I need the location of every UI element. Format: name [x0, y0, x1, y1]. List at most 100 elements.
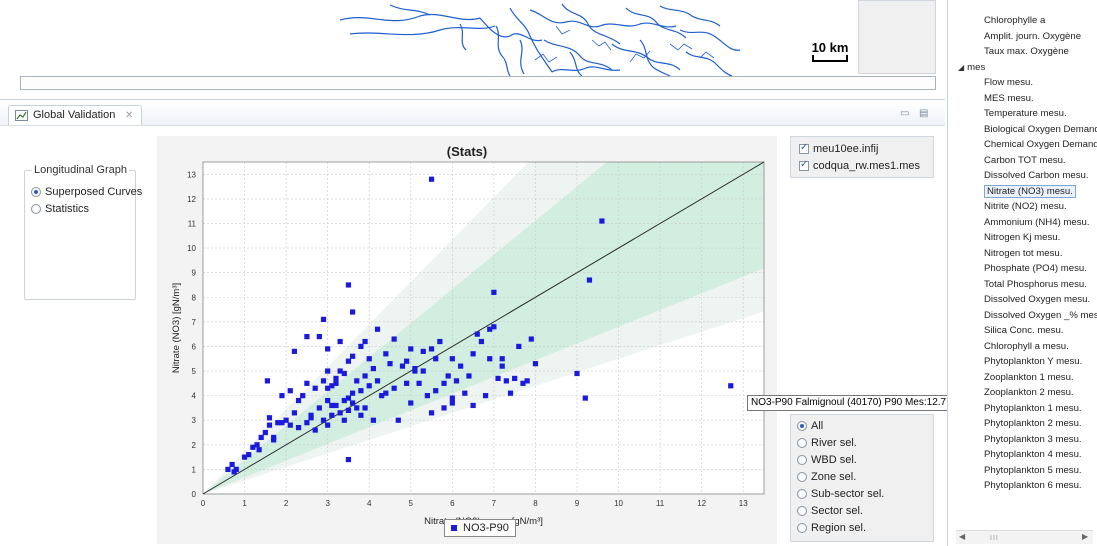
- radio-button[interactable]: [31, 187, 41, 197]
- data-point[interactable]: [428, 346, 435, 352]
- file-item-meu10ee[interactable]: meu10ee.infij: [799, 142, 878, 156]
- data-point[interactable]: [453, 378, 460, 384]
- data-point[interactable]: [433, 388, 439, 394]
- data-point[interactable]: [287, 388, 293, 394]
- tree-leaf[interactable]: Phytoplankton 3 mesu.: [984, 433, 1082, 446]
- data-point[interactable]: [316, 334, 322, 340]
- data-point[interactable]: [329, 383, 335, 389]
- data-point[interactable]: [528, 336, 534, 342]
- data-point[interactable]: [312, 385, 318, 391]
- data-point[interactable]: [482, 393, 489, 399]
- data-point[interactable]: [374, 378, 381, 384]
- tree-leaf[interactable]: Dissolved Oxygen mesu.: [984, 293, 1090, 306]
- tree-leaf[interactable]: Chlorophylle a: [984, 14, 1045, 27]
- tree-leaf[interactable]: Nitrogen Kj mesu.: [984, 231, 1060, 244]
- checkbox[interactable]: [799, 142, 809, 154]
- data-point[interactable]: [320, 417, 327, 423]
- data-point[interactable]: [416, 380, 422, 386]
- data-point[interactable]: [470, 402, 476, 409]
- tree-leaf[interactable]: Carbon TOT mesu.: [984, 154, 1066, 167]
- scroll-thumb[interactable]: III: [990, 535, 999, 542]
- radio-sector-sel[interactable]: Sector sel.: [797, 504, 863, 518]
- data-point[interactable]: [516, 343, 522, 350]
- maximize-icon[interactable]: ▤: [919, 108, 929, 119]
- tree-leaf[interactable]: Phytoplankton 5 mesu.: [984, 464, 1082, 477]
- data-point[interactable]: [229, 461, 235, 468]
- data-point[interactable]: [491, 324, 497, 330]
- river-network-map[interactable]: [330, 0, 750, 76]
- data-point[interactable]: [404, 380, 410, 386]
- data-point[interactable]: [350, 353, 356, 359]
- data-point[interactable]: [320, 316, 327, 322]
- data-point[interactable]: [304, 380, 310, 386]
- data-point[interactable]: [474, 331, 480, 337]
- data-point[interactable]: [362, 373, 368, 379]
- tree-horizontal-scrollbar[interactable]: ◀ III ▶: [956, 530, 1093, 544]
- data-point[interactable]: [728, 383, 734, 389]
- radio-button[interactable]: [797, 421, 807, 431]
- data-point[interactable]: [574, 370, 580, 377]
- data-point[interactable]: [337, 368, 343, 374]
- tree-leaf[interactable]: Dissolved Oxygen _% mes: [984, 309, 1097, 322]
- data-point[interactable]: [441, 380, 447, 386]
- data-point[interactable]: [300, 393, 306, 399]
- data-point[interactable]: [279, 393, 285, 399]
- data-point[interactable]: [333, 402, 339, 409]
- map-view[interactable]: 10 km: [0, 0, 945, 100]
- data-point[interactable]: [433, 356, 439, 362]
- data-point[interactable]: [370, 417, 376, 423]
- data-point[interactable]: [366, 383, 372, 389]
- data-point[interactable]: [383, 351, 389, 357]
- data-point[interactable]: [503, 378, 509, 384]
- tree-leaf[interactable]: Taux max. Oxygène: [984, 45, 1069, 58]
- data-point[interactable]: [225, 466, 231, 473]
- data-point[interactable]: [586, 277, 593, 283]
- data-point[interactable]: [325, 397, 331, 404]
- radio-button[interactable]: [797, 472, 807, 482]
- tree-node[interactable]: ◢ mes: [958, 61, 985, 74]
- tree-leaf[interactable]: Zooplankton 2 mesu.: [984, 386, 1074, 399]
- data-point[interactable]: [291, 348, 298, 354]
- tree-leaf[interactable]: Phytoplankton 1 mesu.: [984, 402, 1082, 415]
- radio-button[interactable]: [797, 506, 807, 516]
- data-point[interactable]: [287, 422, 293, 428]
- data-point[interactable]: [449, 356, 455, 362]
- data-point[interactable]: [295, 397, 302, 404]
- data-point[interactable]: [325, 385, 331, 391]
- data-point[interactable]: [241, 454, 248, 460]
- radio-button[interactable]: [31, 204, 41, 214]
- data-point[interactable]: [337, 410, 343, 416]
- data-point[interactable]: [325, 368, 331, 374]
- tab-global-validation[interactable]: Global Validation ✕: [8, 105, 143, 125]
- data-point[interactable]: [341, 417, 347, 423]
- data-point[interactable]: [395, 417, 401, 423]
- data-point[interactable]: [404, 358, 410, 364]
- data-point[interactable]: [304, 334, 310, 340]
- data-point[interactable]: [391, 336, 397, 342]
- data-point[interactable]: [374, 326, 381, 332]
- data-point[interactable]: [412, 365, 418, 372]
- scroll-left-icon[interactable]: ◀: [959, 532, 966, 541]
- data-point[interactable]: [478, 338, 485, 345]
- radio-superposed-curves[interactable]: Superposed Curves: [31, 185, 142, 199]
- data-point[interactable]: [449, 395, 455, 401]
- tree-leaf[interactable]: Temperature mesu.: [984, 107, 1067, 120]
- tree-leaf[interactable]: Amplit. journ. Oxygène: [984, 30, 1081, 43]
- data-point[interactable]: [420, 368, 426, 374]
- data-point[interactable]: [312, 427, 318, 433]
- data-point[interactable]: [428, 410, 435, 416]
- data-point[interactable]: [325, 346, 331, 352]
- data-point[interactable]: [370, 365, 376, 372]
- data-point[interactable]: [366, 356, 372, 362]
- tree-leaf[interactable]: Silica Conc. mesu.: [984, 324, 1063, 337]
- data-point[interactable]: [275, 420, 281, 426]
- radio-river-sel[interactable]: River sel.: [797, 436, 857, 450]
- data-point[interactable]: [345, 282, 352, 288]
- data-point[interactable]: [329, 402, 335, 409]
- data-point[interactable]: [250, 444, 256, 450]
- file-item-codqua[interactable]: codqua_rw.mes1.mes: [799, 159, 920, 173]
- data-point[interactable]: [408, 346, 414, 352]
- data-point[interactable]: [445, 373, 451, 379]
- tree-leaf[interactable]: Chemical Oxygen Demand: [984, 138, 1097, 151]
- close-tab-icon[interactable]: ✕: [124, 110, 134, 121]
